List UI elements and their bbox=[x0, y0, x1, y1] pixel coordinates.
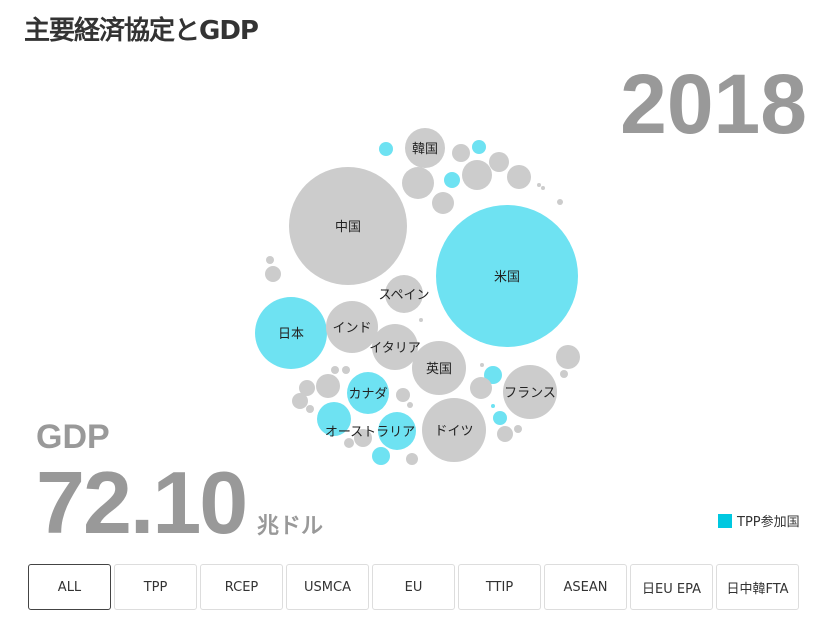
bubble-label-11: オーストラリア bbox=[325, 425, 415, 440]
page-title: 主要経済協定とGDP bbox=[24, 16, 259, 46]
bubble-small-31[interactable] bbox=[396, 388, 410, 402]
bubble-small-32[interactable] bbox=[407, 402, 413, 408]
bubble-small-19[interactable] bbox=[470, 377, 492, 399]
bubble-small-7[interactable] bbox=[507, 165, 531, 189]
bubble-small-3[interactable] bbox=[402, 167, 434, 199]
bubble-small-16[interactable] bbox=[560, 370, 568, 378]
bubble-5[interactable] bbox=[503, 365, 557, 419]
bubble-small-25[interactable] bbox=[342, 366, 350, 374]
bubble-label-0: 米国 bbox=[494, 270, 520, 285]
bubble-small-17[interactable] bbox=[480, 363, 484, 367]
gdp-label: GDP bbox=[36, 418, 110, 456]
bubble-small-28[interactable] bbox=[292, 393, 308, 409]
bubble-8[interactable] bbox=[347, 372, 389, 414]
bubble-small-29[interactable] bbox=[306, 405, 314, 413]
bubble-6[interactable] bbox=[326, 301, 378, 353]
legend-swatch bbox=[718, 513, 732, 528]
gdp-value: 72.10 bbox=[36, 453, 248, 552]
filter-button-0[interactable]: ALL bbox=[28, 564, 111, 610]
bubble-small-11[interactable] bbox=[557, 199, 563, 205]
bubble-1[interactable] bbox=[289, 167, 407, 285]
bubble-7[interactable] bbox=[372, 324, 418, 370]
bubble-small-22[interactable] bbox=[497, 426, 513, 442]
bubble-10[interactable] bbox=[385, 275, 423, 313]
bubble-label-4: 英国 bbox=[426, 362, 452, 377]
bubble-label-2: 日本 bbox=[278, 327, 304, 342]
bubble-small-4[interactable] bbox=[444, 172, 460, 188]
bubble-0[interactable] bbox=[436, 205, 578, 347]
legend-label: TPP参加国 bbox=[737, 515, 800, 530]
bubble-11[interactable] bbox=[378, 412, 416, 450]
bubble-small-5[interactable] bbox=[462, 160, 492, 190]
filter-button-3[interactable]: USMCA bbox=[286, 564, 369, 610]
bubble-small-6[interactable] bbox=[489, 152, 509, 172]
filter-button-6[interactable]: ASEAN bbox=[544, 564, 627, 610]
bubble-small-21[interactable] bbox=[493, 411, 507, 425]
filter-button-2[interactable]: RCEP bbox=[200, 564, 283, 610]
filter-button-4[interactable]: EU bbox=[372, 564, 455, 610]
legend: TPP参加国 bbox=[718, 511, 800, 530]
filter-button-7[interactable]: 日EU EPA bbox=[630, 564, 713, 610]
bubble-label-1: 中国 bbox=[335, 220, 361, 235]
bubble-small-35[interactable] bbox=[372, 447, 390, 465]
filter-button-1[interactable]: TPP bbox=[114, 564, 197, 610]
bubble-small-34[interactable] bbox=[344, 438, 354, 448]
filter-button-5[interactable]: TTIP bbox=[458, 564, 541, 610]
bubble-small-30[interactable] bbox=[317, 402, 351, 436]
bubble-small-20[interactable] bbox=[491, 404, 495, 408]
bubble-small-2[interactable] bbox=[452, 144, 470, 162]
bubble-label-6: インド bbox=[332, 321, 371, 336]
bubble-small-8[interactable] bbox=[432, 192, 454, 214]
gdp-unit: 兆ドル bbox=[257, 514, 324, 539]
bubble-label-10: スペイン bbox=[378, 288, 429, 303]
bubble-label-8: カナダ bbox=[348, 387, 387, 402]
bubble-label-5: フランス bbox=[504, 386, 556, 401]
bubble-2[interactable] bbox=[255, 297, 327, 369]
bubble-3[interactable] bbox=[422, 398, 486, 462]
bubble-small-9[interactable] bbox=[537, 183, 541, 187]
bubble-small-27[interactable] bbox=[299, 380, 315, 396]
bubble-label-7: イタリア bbox=[369, 341, 420, 356]
filter-button-8[interactable]: 日中韓FTA bbox=[716, 564, 799, 610]
bubble-9[interactable] bbox=[405, 128, 445, 168]
bubble-small-36[interactable] bbox=[406, 453, 418, 465]
bubble-small-23[interactable] bbox=[514, 425, 522, 433]
year-display: 2018 bbox=[620, 57, 807, 151]
bubble-small-1[interactable] bbox=[472, 140, 486, 154]
bubble-label-9: 韓国 bbox=[412, 142, 438, 157]
agreement-buttons: ALL TPP RCEP USMCA EU TTIP ASEAN 日EU EPA 日中韓FTA bbox=[28, 564, 799, 610]
bubble-small-24[interactable] bbox=[331, 366, 339, 374]
bubble-4[interactable] bbox=[412, 341, 466, 395]
bubble-small-10[interactable] bbox=[541, 186, 545, 190]
bubble-small-13[interactable] bbox=[265, 266, 281, 282]
bubble-small-26[interactable] bbox=[316, 374, 340, 398]
bubble-small-33[interactable] bbox=[354, 429, 372, 447]
bubble-small-12[interactable] bbox=[266, 256, 274, 264]
bubble-small-18[interactable] bbox=[484, 366, 502, 384]
bubble-small-0[interactable] bbox=[379, 142, 393, 156]
bubble-label-3: ドイツ bbox=[434, 424, 473, 439]
bubble-small-14[interactable] bbox=[419, 318, 423, 322]
bubble-small-15[interactable] bbox=[556, 345, 580, 369]
